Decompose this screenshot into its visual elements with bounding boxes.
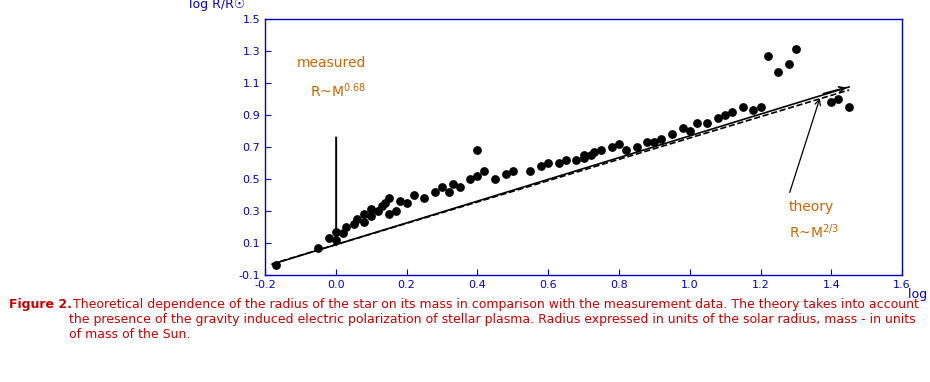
- Point: [357, 211, 372, 217]
- Point: [381, 195, 396, 201]
- Text: theory: theory: [789, 200, 834, 214]
- Point: [711, 115, 725, 121]
- Point: [357, 219, 372, 225]
- Point: [540, 160, 555, 166]
- Point: [389, 208, 404, 214]
- Point: [406, 192, 421, 198]
- Point: [523, 168, 538, 174]
- Text: log M/M☉: log M/M☉: [909, 288, 930, 301]
- Point: [700, 120, 715, 126]
- Text: measured: measured: [297, 56, 366, 70]
- Point: [364, 206, 379, 212]
- Point: [604, 144, 619, 150]
- Point: [746, 107, 761, 113]
- Point: [665, 131, 680, 137]
- Point: [399, 200, 414, 206]
- Point: [824, 99, 839, 105]
- Point: [428, 189, 443, 195]
- Point: [689, 120, 704, 126]
- Point: [534, 163, 549, 169]
- Point: [392, 198, 407, 204]
- Point: [618, 147, 633, 153]
- Text: Theoretical dependence of the radius of the star on its mass in comparison with : Theoretical dependence of the radius of …: [69, 298, 919, 341]
- Text: R~M$^{2/3}$: R~M$^{2/3}$: [789, 222, 839, 241]
- Text: R~M$^{0.68}$: R~M$^{0.68}$: [310, 81, 366, 100]
- Point: [640, 139, 655, 145]
- Point: [381, 211, 396, 217]
- Point: [445, 181, 460, 187]
- Point: [350, 216, 365, 222]
- Point: [569, 157, 584, 163]
- Point: [346, 221, 361, 227]
- Point: [328, 229, 343, 235]
- Point: [417, 195, 432, 201]
- Point: [760, 53, 775, 59]
- Point: [587, 149, 602, 155]
- Point: [654, 136, 669, 142]
- Point: [442, 189, 457, 195]
- Point: [576, 152, 591, 158]
- Point: [724, 109, 739, 115]
- Point: [789, 47, 804, 53]
- Point: [498, 171, 513, 177]
- Point: [311, 245, 325, 251]
- Point: [718, 112, 733, 118]
- Point: [505, 168, 520, 174]
- Point: [736, 104, 751, 110]
- Point: [647, 139, 662, 145]
- Point: [477, 168, 492, 174]
- Point: [378, 200, 392, 206]
- Point: [771, 69, 786, 75]
- Point: [558, 157, 573, 163]
- Point: [434, 184, 449, 190]
- Point: [328, 237, 343, 243]
- Point: [487, 176, 502, 182]
- Point: [842, 104, 857, 110]
- Point: [594, 147, 609, 153]
- Point: [583, 152, 598, 158]
- Text: Figure 2.: Figure 2.: [9, 298, 73, 311]
- Point: [452, 184, 467, 190]
- Point: [322, 235, 337, 241]
- Point: [364, 213, 379, 219]
- Point: [675, 125, 690, 131]
- Point: [339, 224, 354, 230]
- Point: [336, 230, 351, 236]
- Point: [375, 203, 390, 209]
- Point: [630, 144, 644, 150]
- Point: [470, 173, 485, 179]
- Point: [683, 128, 698, 134]
- Point: [831, 96, 846, 102]
- Text: log R/R☉: log R/R☉: [189, 0, 245, 11]
- Point: [551, 160, 566, 166]
- Point: [371, 208, 386, 214]
- Point: [470, 147, 485, 153]
- Point: [753, 104, 768, 110]
- Point: [576, 155, 591, 161]
- Point: [781, 61, 796, 67]
- Point: [268, 262, 283, 269]
- Point: [612, 141, 627, 147]
- Point: [463, 176, 478, 182]
